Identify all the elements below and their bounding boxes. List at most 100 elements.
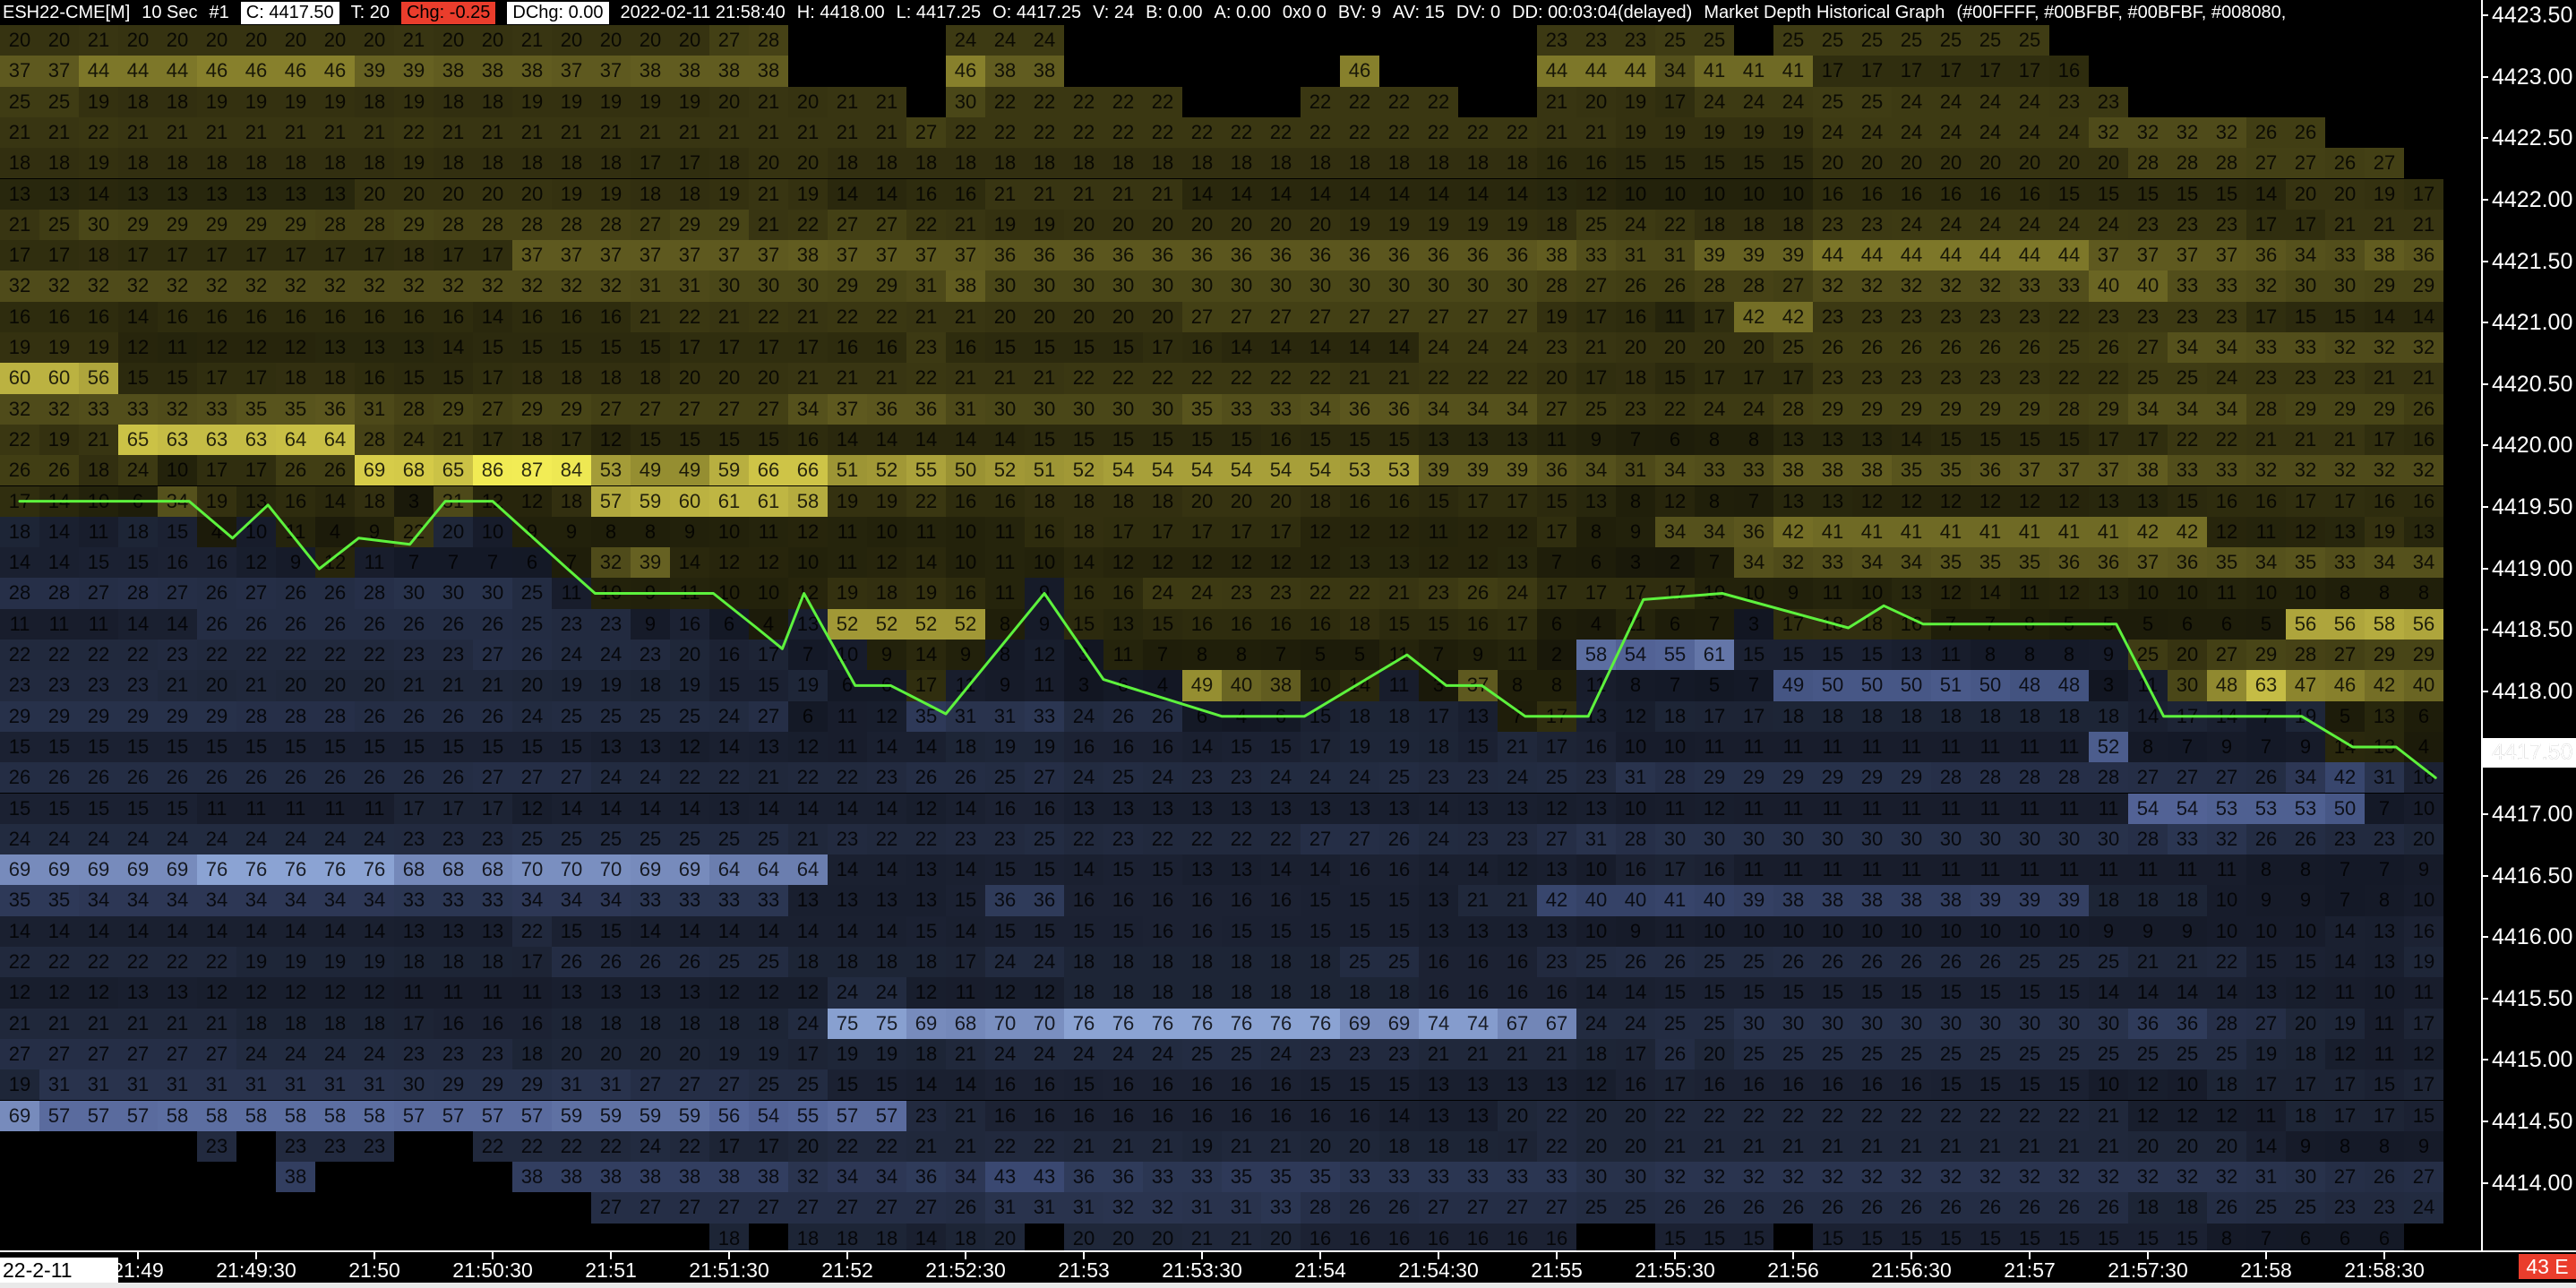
price-scale[interactable]: 4417.50 4423.50 4423.00 4422.50 4422.00 4421…: [2483, 0, 2576, 1252]
depth-cell: 21: [236, 116, 276, 149]
depth-cell: 13: [631, 731, 670, 763]
depth-cell: 9: [2404, 854, 2443, 886]
depth-cell: 34: [2404, 547, 2443, 579]
depth-cell: 11: [1734, 731, 1773, 763]
depth-cell: 34: [158, 485, 197, 517]
time-scale[interactable]: 22-2-11 43 E 21:49 21:49:30 21:50 21:50:30 2…: [0, 1250, 2576, 1284]
depth-cell: 11: [1971, 731, 2010, 763]
depth-cell: 25: [1576, 393, 1616, 425]
depth-cell: [158, 1224, 197, 1254]
price-scale-label: 4421.50: [2492, 248, 2573, 274]
depth-cell: 18: [867, 1223, 906, 1254]
depth-cell: 9: [1025, 608, 1064, 640]
depth-cell: 30: [1025, 393, 1064, 425]
depth-cell: 16: [1458, 977, 1498, 1009]
depth-heatmap-area[interactable]: 20 20 21 20 20 20 20 20 20 20 21 20 20 21 20 20 20 20 27 28…: [0, 25, 2483, 1254]
depth-cell: 14: [1419, 854, 1458, 886]
depth-cell: 22: [1301, 578, 1340, 609]
depth-cell: 10: [1931, 915, 1971, 947]
depth-cell: 7: [434, 547, 473, 579]
depth-cell: 22: [591, 1130, 631, 1163]
depth-cell: 22: [2168, 424, 2207, 456]
depth-cell: 15: [2049, 1069, 2089, 1101]
depth-cell: 8: [631, 516, 670, 548]
depth-cell: 37: [2049, 455, 2089, 486]
depth-cell: 22: [1892, 1100, 1931, 1131]
depth-cell: 15: [79, 793, 118, 824]
depth-cell: 37: [2128, 240, 2168, 271]
depth-cell: 15: [1222, 424, 1261, 456]
depth-cell: 15: [985, 332, 1025, 364]
depth-cell: 36: [1734, 516, 1773, 548]
depth-cell: 35: [2207, 547, 2246, 579]
depth-cell: 12: [867, 700, 906, 732]
depth-cell: 16: [1340, 1223, 1379, 1254]
depth-cell: [1103, 56, 1143, 86]
depth-cell: 18: [591, 363, 631, 394]
depth-cell: 20: [1103, 209, 1143, 241]
depth-cell: 21: [670, 116, 709, 149]
depth-cell: 11: [1813, 793, 1852, 824]
depth-cell: 13: [1498, 547, 1537, 579]
depth-cell: 29: [473, 1069, 512, 1101]
depth-cell: 33: [1498, 1162, 1537, 1193]
depth-cell: 12: [1458, 547, 1498, 579]
depth-cell: 13: [1537, 915, 1576, 947]
depth-cell: 8: [591, 516, 631, 548]
depth-cell: 76: [197, 854, 236, 886]
depth-cell: 30: [1734, 1008, 1773, 1039]
depth-cell: 15: [2286, 301, 2325, 332]
depth-cell: 32: [39, 270, 79, 302]
depth-cell: 32: [1813, 1162, 1852, 1193]
depth-cell: 30: [1261, 270, 1301, 302]
depth-cell: [1182, 25, 1222, 56]
depth-cell: 13: [1498, 1069, 1537, 1101]
depth-cell: 14: [709, 731, 749, 763]
depth-cell: 31: [276, 1069, 315, 1101]
depth-cell: 52: [946, 608, 985, 640]
depth-cell: 19: [985, 731, 1025, 763]
depth-cell: 38: [1852, 455, 1892, 486]
depth-cell: 22: [1379, 86, 1419, 117]
depth-cell: 41: [2010, 516, 2049, 548]
depth-cell: 6: [2286, 1223, 2325, 1254]
depth-cell: 10: [946, 516, 985, 548]
depth-row: 13 13 14 13 13 13 13 13 13 20 20 20 20 20 19 19 18 18 19 21…: [0, 178, 2443, 210]
depth-cell: 14: [828, 854, 867, 886]
depth-cell: 76: [1182, 1008, 1222, 1039]
depth-cell: 21: [749, 762, 788, 794]
depth-cell: 11: [828, 700, 867, 732]
depth-cell: 12: [1537, 793, 1576, 824]
depth-cell: 22: [118, 640, 158, 671]
depth-cell: 18: [1182, 947, 1222, 978]
depth-cell: 53: [1379, 455, 1419, 486]
depth-cell: 13: [1458, 1100, 1498, 1131]
depth-cell: 16: [2404, 424, 2443, 456]
depth-cell: 19: [1379, 209, 1419, 241]
depth-cell: 16: [1340, 485, 1379, 517]
depth-cell: 30: [1695, 823, 1734, 855]
depth-cell: 24: [236, 823, 276, 855]
depth-cell: 10: [749, 578, 788, 609]
depth-cell: 11: [2246, 1100, 2286, 1131]
depth-cell: 31: [1655, 240, 1695, 271]
depth-cell: 84: [552, 455, 591, 486]
depth-cell: 35: [276, 393, 315, 425]
depth-cell: 18: [985, 148, 1025, 179]
depth-cell: 17: [1695, 301, 1734, 332]
depth-cell: 11: [2010, 854, 2049, 886]
depth-cell: 10: [1695, 178, 1734, 210]
depth-cell: 24: [1103, 1038, 1143, 1070]
depth-cell: 18: [1064, 485, 1103, 517]
price-scale-label: 4414.50: [2492, 1108, 2573, 1134]
depth-cell: 18: [828, 148, 867, 179]
depth-cell: 23: [2089, 86, 2128, 117]
depth-cell: 10: [2168, 578, 2207, 609]
depth-cell: 38: [512, 56, 552, 87]
depth-cell: 15: [1222, 731, 1261, 763]
depth-cell: 12: [1655, 485, 1695, 517]
depth-cell: 19: [79, 332, 118, 364]
depth-cell: 24: [118, 455, 158, 486]
depth-cell: 27: [2325, 1162, 2365, 1193]
